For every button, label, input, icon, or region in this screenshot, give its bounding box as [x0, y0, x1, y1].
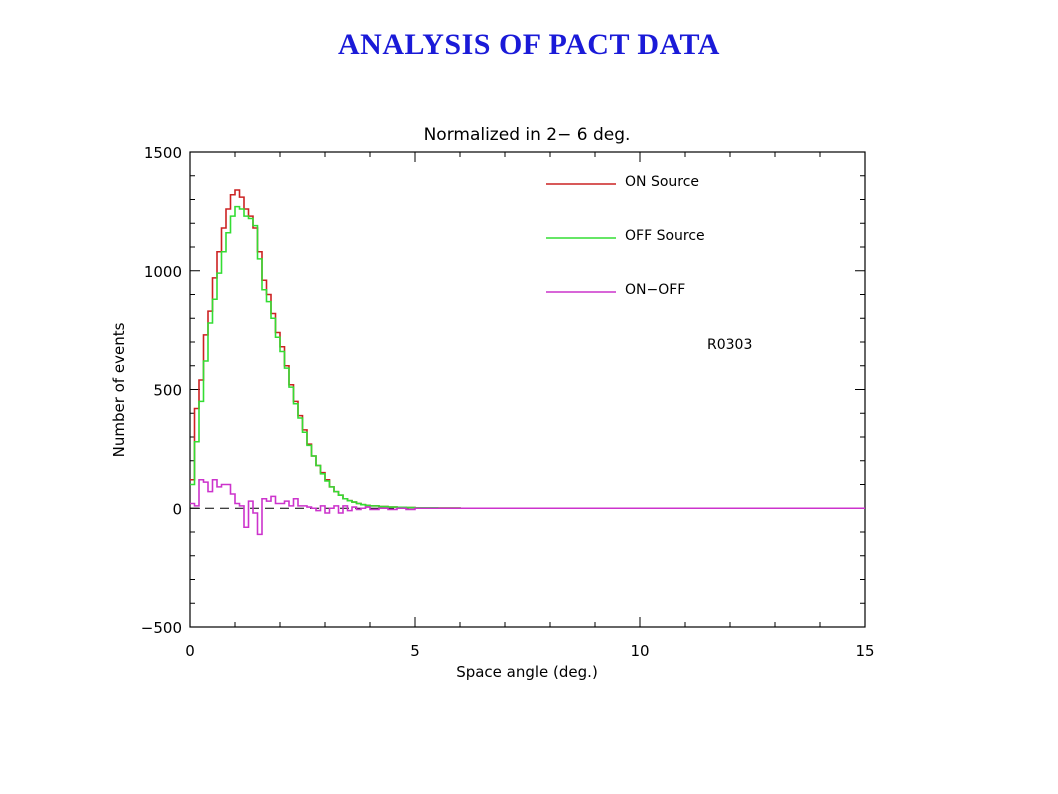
y-tick-label: 1500	[144, 144, 182, 162]
axis-ticks	[189, 151, 866, 628]
x-tick-label: 5	[410, 642, 420, 660]
y-tick-label: 500	[153, 382, 182, 400]
chart-title: Normalized in 2− 6 deg.	[424, 125, 631, 145]
series-lines	[190, 189, 865, 536]
plot-frame	[189, 151, 866, 628]
legend: ON Source OFF Source ON−OFF	[546, 174, 705, 298]
y-axis-label: Number of events	[110, 322, 128, 457]
x-tick-label: 15	[855, 642, 874, 660]
x-tick-label: 0	[185, 642, 195, 660]
series-line-off-source	[190, 205, 865, 510]
series-line-on-source	[190, 189, 865, 510]
x-axis-label: Space angle (deg.)	[456, 663, 598, 681]
legend-label-off-source: OFF Source	[625, 228, 705, 244]
legend-label-on-off: ON−OFF	[625, 282, 685, 298]
y-tick-label: −500	[141, 619, 182, 637]
legend-label-on-source: ON Source	[625, 174, 699, 190]
slide-title: ANALYSIS OF PACT DATA	[338, 28, 720, 61]
series-line-on-off	[190, 478, 865, 536]
y-tick-label: 1000	[144, 263, 182, 281]
run-annotation: R0303	[707, 337, 752, 353]
y-tick-label: 0	[172, 500, 182, 518]
x-tick-label: 10	[630, 642, 649, 660]
